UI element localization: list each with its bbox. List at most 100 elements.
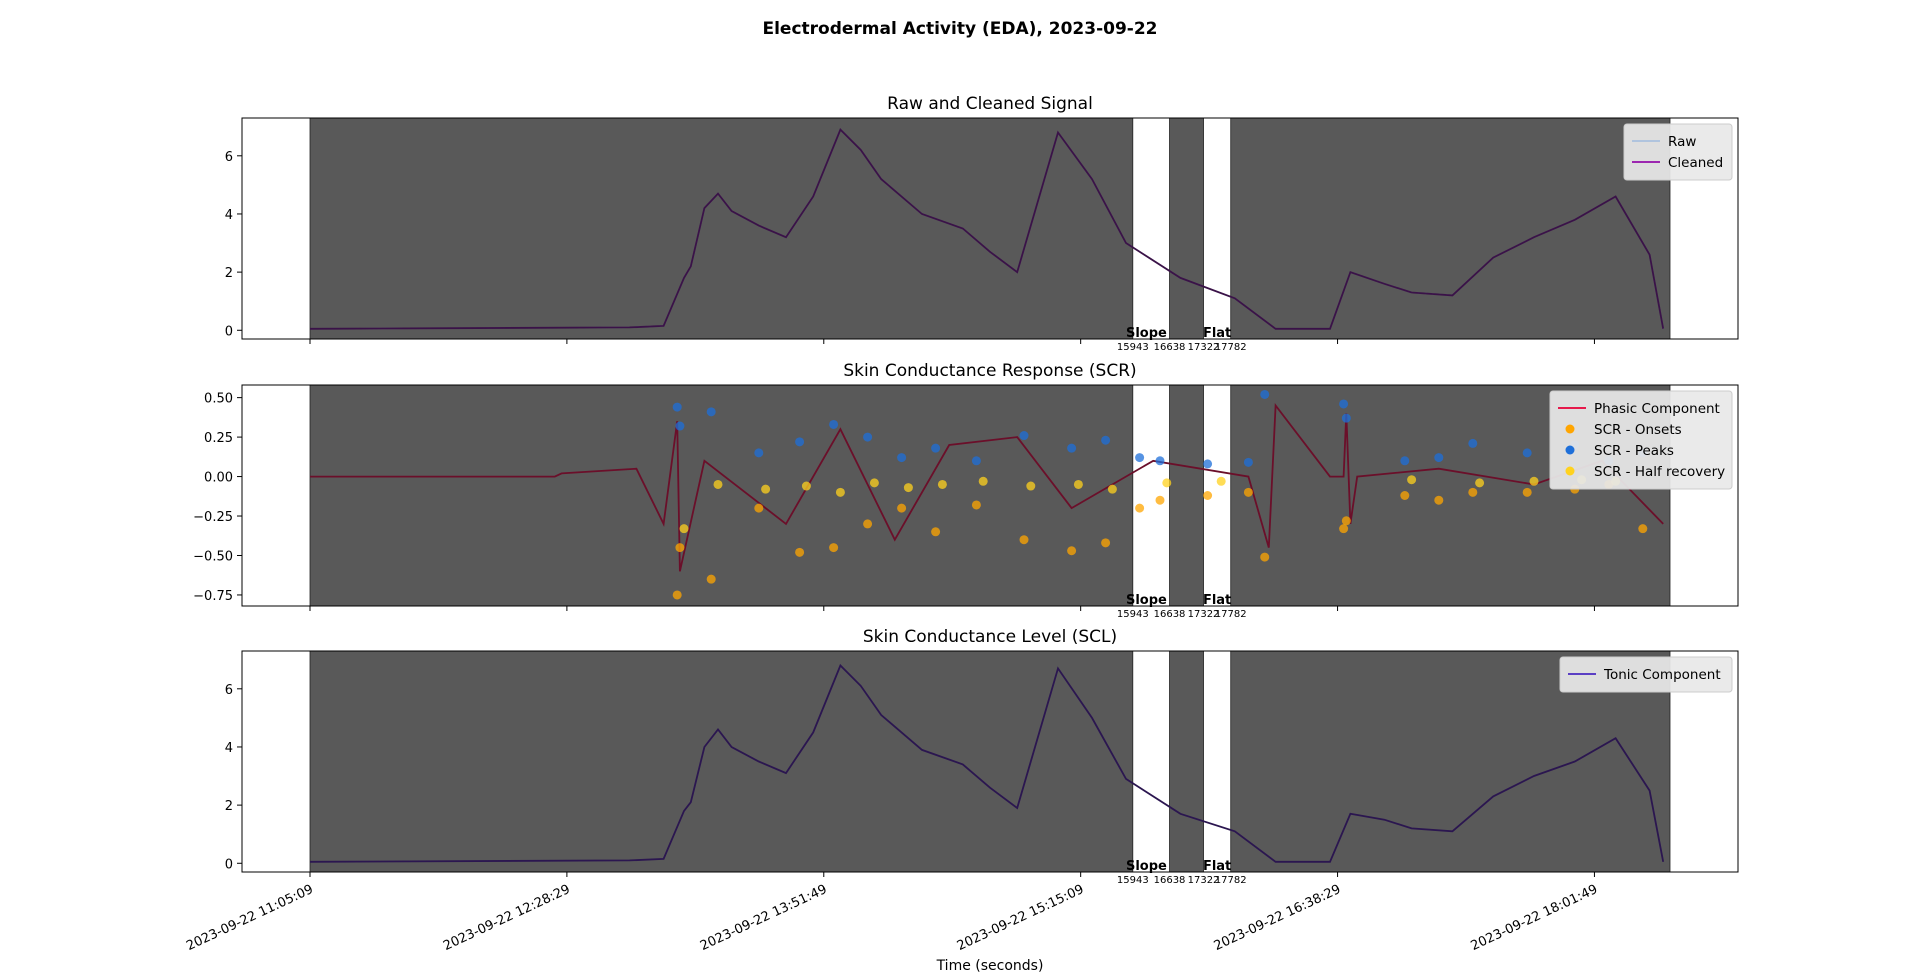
annotation-index: 15943 — [1117, 342, 1149, 353]
scatter-point-scr-onsets — [754, 503, 764, 513]
y-tick-label: 0.50 — [204, 392, 233, 407]
scatter-point-scr-onsets — [706, 574, 716, 584]
scatter-point-scr-half-recovery — [1107, 484, 1117, 494]
scatter-point-scr-half-recovery — [1407, 475, 1417, 485]
scatter-point-scr-onsets — [829, 543, 839, 553]
plot-area — [309, 651, 1671, 872]
legend-marker — [1565, 445, 1575, 455]
annotation-slope: Slope — [1126, 859, 1167, 874]
scatter-point-scr-half-recovery — [679, 524, 689, 534]
scatter-point-scr-peaks — [971, 456, 981, 466]
annotation-index: 17782 — [1215, 342, 1247, 353]
legend-box — [1623, 123, 1733, 181]
panel-1: Raw and Cleaned Signal 0 2 4 6 Slope Flat 15943… — [225, 94, 1739, 353]
y-tick-label: 2 — [225, 266, 233, 281]
scatter-point-scr-peaks — [897, 453, 907, 463]
shaded-region — [1169, 118, 1204, 339]
scatter-point-scr-onsets — [897, 503, 907, 513]
y-tick-label: 4 — [225, 208, 233, 223]
annotation-index: 17322 — [1188, 609, 1220, 620]
scatter-point-scr-onsets — [1135, 503, 1145, 513]
annotation-index: 16638 — [1154, 342, 1186, 353]
scatter-point-scr-onsets — [1243, 487, 1253, 497]
y-tick-label: 6 — [225, 150, 233, 165]
y-tick-label: −0.50 — [193, 549, 233, 564]
scatter-point-scr-peaks — [1101, 435, 1111, 445]
scatter-point-scr-peaks — [1260, 389, 1270, 399]
scatter-point-scr-half-recovery — [1216, 476, 1226, 486]
scatter-point-scr-onsets — [863, 519, 873, 529]
scatter-point-scr-onsets — [1260, 552, 1270, 562]
scatter-point-scr-peaks — [1400, 456, 1410, 466]
scatter-point-scr-peaks — [1135, 453, 1145, 463]
y-tick-label: 6 — [225, 683, 233, 698]
legend-label: SCR - Onsets — [1594, 422, 1682, 438]
x-tick-label: 2023-09-22 12:28:29 — [441, 882, 572, 954]
series-line-tonic-component — [309, 663, 1665, 863]
x-tick-label: 2023-09-22 16:38:29 — [1212, 882, 1343, 954]
panel-3: Skin Conductance Level (SCL) 0 2 4 6 2023-09-… — [184, 627, 1739, 954]
x-tick-label: 2023-09-22 11:05:09 — [184, 882, 315, 954]
scatter-point-scr-onsets — [1468, 487, 1478, 497]
scatter-point-scr-peaks — [1203, 459, 1213, 469]
annotation-slope: Slope — [1126, 326, 1167, 341]
scatter-point-scr-peaks — [829, 419, 839, 429]
scatter-point-scr-half-recovery — [761, 484, 771, 494]
legend-box — [1559, 656, 1733, 693]
axes-frame — [241, 117, 1739, 340]
scatter-point-scr-peaks — [931, 443, 941, 453]
scatter-point-scr-onsets — [1522, 487, 1532, 497]
scatter-point-scr-onsets — [1101, 538, 1111, 548]
shaded-region — [1230, 118, 1671, 339]
scatter-point-scr-onsets — [971, 500, 981, 510]
annotation-slope: Slope — [1126, 593, 1167, 608]
scatter-point-scr-half-recovery — [937, 479, 947, 489]
shaded-region — [1169, 651, 1204, 872]
scatter-point-scr-onsets — [1339, 524, 1349, 534]
panel-title: Skin Conductance Response (SCR) — [843, 361, 1136, 381]
scatter-point-scr-half-recovery — [801, 481, 811, 491]
scatter-point-scr-half-recovery — [1529, 476, 1539, 486]
scatter-point-scr-half-recovery — [1073, 479, 1083, 489]
scatter-point-scr-peaks — [706, 407, 716, 417]
y-tick-label: 0.25 — [204, 431, 233, 446]
scatter-point-scr-half-recovery — [1475, 478, 1485, 488]
scatter-point-scr-half-recovery — [1162, 478, 1172, 488]
legend-label: Raw — [1668, 134, 1696, 150]
legend-label: SCR - Half recovery — [1594, 464, 1725, 480]
scatter-point-scr-peaks — [1019, 431, 1029, 441]
scatter-point-scr-onsets — [795, 547, 805, 557]
axes-frame — [241, 384, 1739, 607]
y-tick-label: 0 — [225, 857, 233, 872]
scatter-point-scr-onsets — [672, 590, 682, 600]
annotation-index: 16638 — [1154, 875, 1186, 886]
scatter-point-scr-onsets — [1067, 546, 1077, 556]
legend: Tonic Component — [1559, 656, 1733, 693]
scatter-point-scr-onsets — [675, 543, 685, 553]
annotation-index: 17782 — [1215, 609, 1247, 620]
scatter-point-scr-half-recovery — [978, 476, 988, 486]
annotation-index: 15943 — [1117, 875, 1149, 886]
scatter-point-scr-onsets — [1434, 495, 1444, 505]
scatter-point-scr-peaks — [1067, 443, 1077, 453]
y-tick-label: −0.75 — [193, 589, 233, 604]
annotation-index: 17322 — [1188, 875, 1220, 886]
y-tick-label: −0.25 — [193, 510, 233, 525]
scatter-point-scr-peaks — [1243, 457, 1253, 467]
x-tick-label: 2023-09-22 15:15:09 — [955, 882, 1086, 954]
legend-label: SCR - Peaks — [1594, 443, 1674, 459]
x-tick-label: 2023-09-22 18:01:49 — [1469, 882, 1600, 954]
plot-area — [309, 385, 1671, 606]
scatter-point-scr-peaks — [1468, 438, 1478, 448]
scatter-point-scr-half-recovery — [903, 483, 913, 493]
series-line-phasic-component — [310, 402, 1664, 572]
plot-area — [309, 118, 1671, 339]
legend: Raw Cleaned — [1623, 123, 1733, 181]
scatter-point-scr-onsets — [1203, 491, 1213, 500]
panel-2: Skin Conductance Response (SCR) 0.50 0.25 0… — [193, 361, 1739, 620]
series-line-cleaned — [309, 128, 1665, 330]
scatter-point-scr-half-recovery — [869, 478, 879, 488]
scatter-point-scr-peaks — [1522, 448, 1532, 458]
panel-title: Raw and Cleaned Signal — [887, 94, 1093, 114]
legend-label: Tonic Component — [1603, 667, 1721, 683]
